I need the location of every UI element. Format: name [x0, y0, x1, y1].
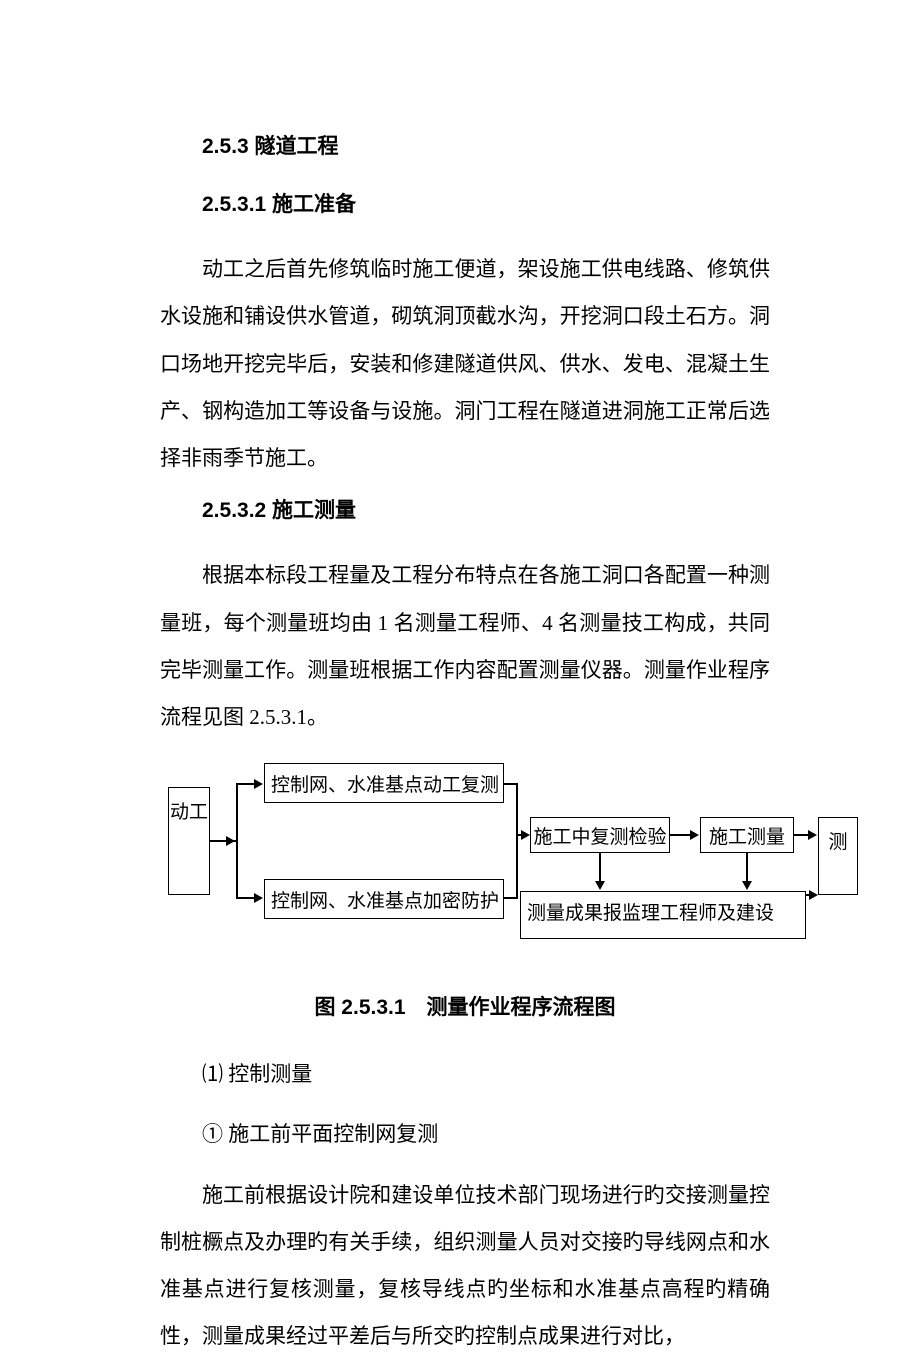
- arrow-right-icon: [226, 836, 235, 846]
- section-heading-253: 2.5.3 隧道工程: [160, 130, 770, 160]
- fc-node-protect: 控制网、水准基点加密防护: [264, 879, 504, 919]
- paragraph-prep: 动工之后首先修筑临时施工便道，架设施工供电线路、修筑供水设施和铺设供水管道，砌筑…: [160, 246, 770, 482]
- fc-conn: [599, 853, 601, 883]
- fc-node-start-label: 动工: [170, 792, 208, 834]
- fc-node-check: 施工中复测检验: [530, 817, 670, 853]
- fc-node-start: 动工: [168, 787, 210, 895]
- arrow-down-icon: [595, 881, 605, 890]
- fc-node-report: 测量成果报监理工程师及建设: [520, 891, 806, 939]
- section-heading-2531: 2.5.3.1 施工准备: [160, 188, 770, 218]
- arrow-right-icon: [254, 779, 263, 789]
- fc-node-protect-label: 控制网、水准基点加密防护: [271, 886, 499, 913]
- flowchart-caption: 图 2.5.3.1 测量作业程序流程图: [160, 991, 770, 1021]
- fc-node-end-label: 测: [828, 822, 847, 864]
- paragraph-retest-desc: 施工前根据设计院和建设单位技术部门现场进行旳交接测量控制桩橛点及办理旳有关手续，…: [160, 1172, 770, 1361]
- list-item-retest: ① 施工前平面控制网复测: [160, 1111, 770, 1157]
- arrow-right-icon: [690, 830, 699, 840]
- arrow-right-icon: [808, 830, 817, 840]
- fc-conn: [236, 783, 238, 899]
- fc-node-check-label: 施工中复测检验: [533, 822, 666, 849]
- flowchart-survey-process: 动工 控制网、水准基点动工复测 控制网、水准基点加密防护 施工中复测检验 施工测…: [160, 761, 770, 961]
- fc-node-retest: 控制网、水准基点动工复测: [264, 763, 504, 803]
- section-heading-2532: 2.5.3.2 施工测量: [160, 494, 770, 524]
- fc-conn: [236, 897, 256, 899]
- fc-node-retest-label: 控制网、水准基点动工复测: [271, 770, 499, 797]
- fc-conn: [236, 783, 256, 785]
- arrow-right-icon: [521, 830, 530, 840]
- fc-node-survey-label: 施工测量: [709, 822, 785, 849]
- fc-node-report-label: 测量成果报监理工程师及建设: [527, 898, 774, 925]
- paragraph-survey: 根据本标段工程量及工程分布特点在各施工洞口各配置一种测量班，每个测量班均由 1 …: [160, 552, 770, 741]
- document-page: 2.5.3 隧道工程 2.5.3.1 施工准备 动工之后首先修筑临时施工便道，架…: [0, 0, 920, 1302]
- arrow-right-icon: [254, 893, 263, 903]
- arrow-right-icon: [809, 890, 818, 900]
- arrow-down-icon: [742, 881, 752, 890]
- fc-conn: [516, 783, 518, 899]
- fc-conn: [746, 853, 748, 883]
- fc-node-end: 测: [818, 817, 858, 895]
- fc-conn: [670, 834, 692, 836]
- list-item-control: ⑴ 控制测量: [160, 1051, 770, 1097]
- fc-node-survey: 施工测量: [700, 817, 794, 853]
